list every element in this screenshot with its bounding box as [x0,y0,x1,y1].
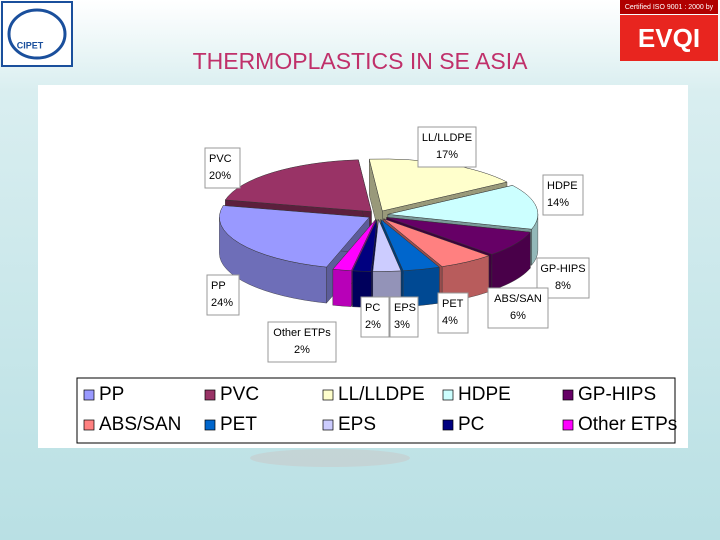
certification-badge: Certified ISO 9001 : 2000 by EVQI [620,0,718,61]
shadow [250,449,410,467]
label-name: ABS/SAN [494,293,542,305]
label-value: 24% [211,297,233,309]
label-name: LL/LLDPE [422,132,472,144]
label-box [206,274,240,316]
slice [332,219,376,271]
label-box [437,292,469,334]
legend-swatch [322,389,334,401]
legend-swatch [204,389,216,401]
data-labels: PP 24% PVC 20% LL/LLDPE 17% HDPE 14% GP-HIPS 8% AB… [204,126,590,363]
slice [224,159,372,212]
label-value: 6% [510,310,526,322]
legend-swatch [322,419,334,431]
label-value: 4% [442,315,458,327]
logo-ring [7,8,67,60]
label-name: EPS [394,302,416,314]
legend-label: ABS/SAN [99,414,181,435]
label-box [487,287,549,329]
label-box [267,321,337,363]
pie [219,158,539,308]
legend-label: PVC [220,384,259,405]
label-name: PVC [209,153,232,165]
legend-label: EPS [338,414,376,435]
chart-title: THERMOPLASTICS IN SE ASIA [193,48,529,74]
legend-label: GP-HIPS [578,384,656,405]
legend-label: LL/LLDPE [338,384,425,405]
legend-swatch [204,419,216,431]
label-name: PP [211,280,226,292]
legend-swatch [442,419,454,431]
label-name: HDPE [547,180,578,192]
legend-label: Other ETPs [578,414,677,435]
label-name: PC [365,302,380,314]
slice [383,218,490,267]
legend-label: PP [99,384,124,405]
legend-label: PET [220,414,257,435]
certifier-logo [620,15,718,61]
cert-text: Certified ISO 9001 : 2000 by [625,4,714,11]
label-box [360,296,390,338]
slice [386,217,531,255]
slice [352,219,378,272]
label-value: 8% [555,280,571,292]
legend-swatch [83,389,95,401]
legend-swatch [83,419,95,431]
label-name: GP-HIPS [540,263,585,275]
certifier-text: EVQI [638,23,700,53]
label-box [417,126,477,168]
legend-swatch [562,419,574,431]
slice-side [332,268,352,307]
label-value: 14% [547,197,569,209]
legend-entries: PP PVC LL/LLDPE HDPE GP-HIPS ABS/SAN PET EPS PC O… [83,384,677,435]
legend-label: PC [458,414,484,435]
cert-band [620,0,718,14]
logo-frame [1,1,73,67]
label-value: 17% [436,149,458,161]
logo-text: CIPET [17,40,44,50]
label-value: 3% [394,319,410,331]
label-box [389,296,419,338]
label-value: 2% [294,344,310,356]
legend-swatch [442,389,454,401]
slice [387,185,539,230]
slice [219,205,370,268]
legend-swatch [562,389,574,401]
label-box [204,147,241,189]
label-box [542,174,584,216]
label-name: PET [442,298,464,310]
slice [372,218,402,272]
cipet-logo: CIPET [1,1,73,67]
label-value: 2% [365,319,381,331]
legend-label: HDPE [458,384,511,405]
slice [380,219,440,272]
legend [76,377,676,444]
label-name: Other ETPs [273,327,331,339]
label-value: 20% [209,170,231,182]
